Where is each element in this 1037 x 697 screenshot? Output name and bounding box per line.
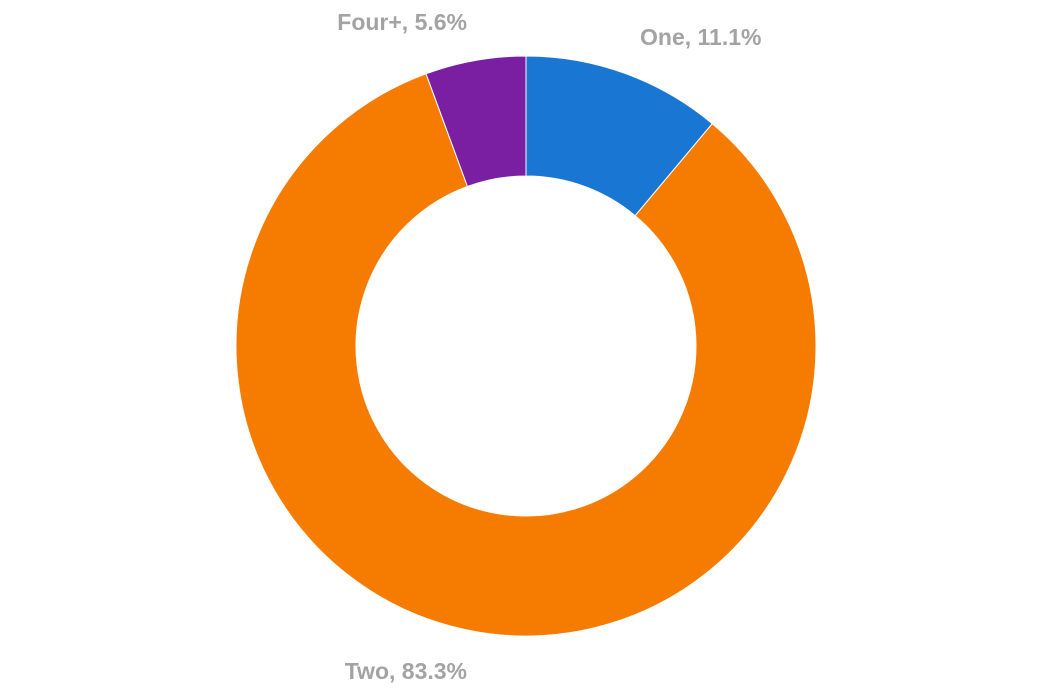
slice-label-one: One, 11.1% <box>640 24 761 50</box>
slice-label-two: Two, 83.3% <box>345 658 467 684</box>
slice-four[interactable] <box>425 55 527 188</box>
slice-label-four: Four+, 5.6% <box>337 9 467 35</box>
labels-group: One, 11.1% Two, 83.3% Four+, 5.6% <box>337 9 761 684</box>
slices-group <box>235 55 817 637</box>
slice-two[interactable] <box>235 73 817 637</box>
